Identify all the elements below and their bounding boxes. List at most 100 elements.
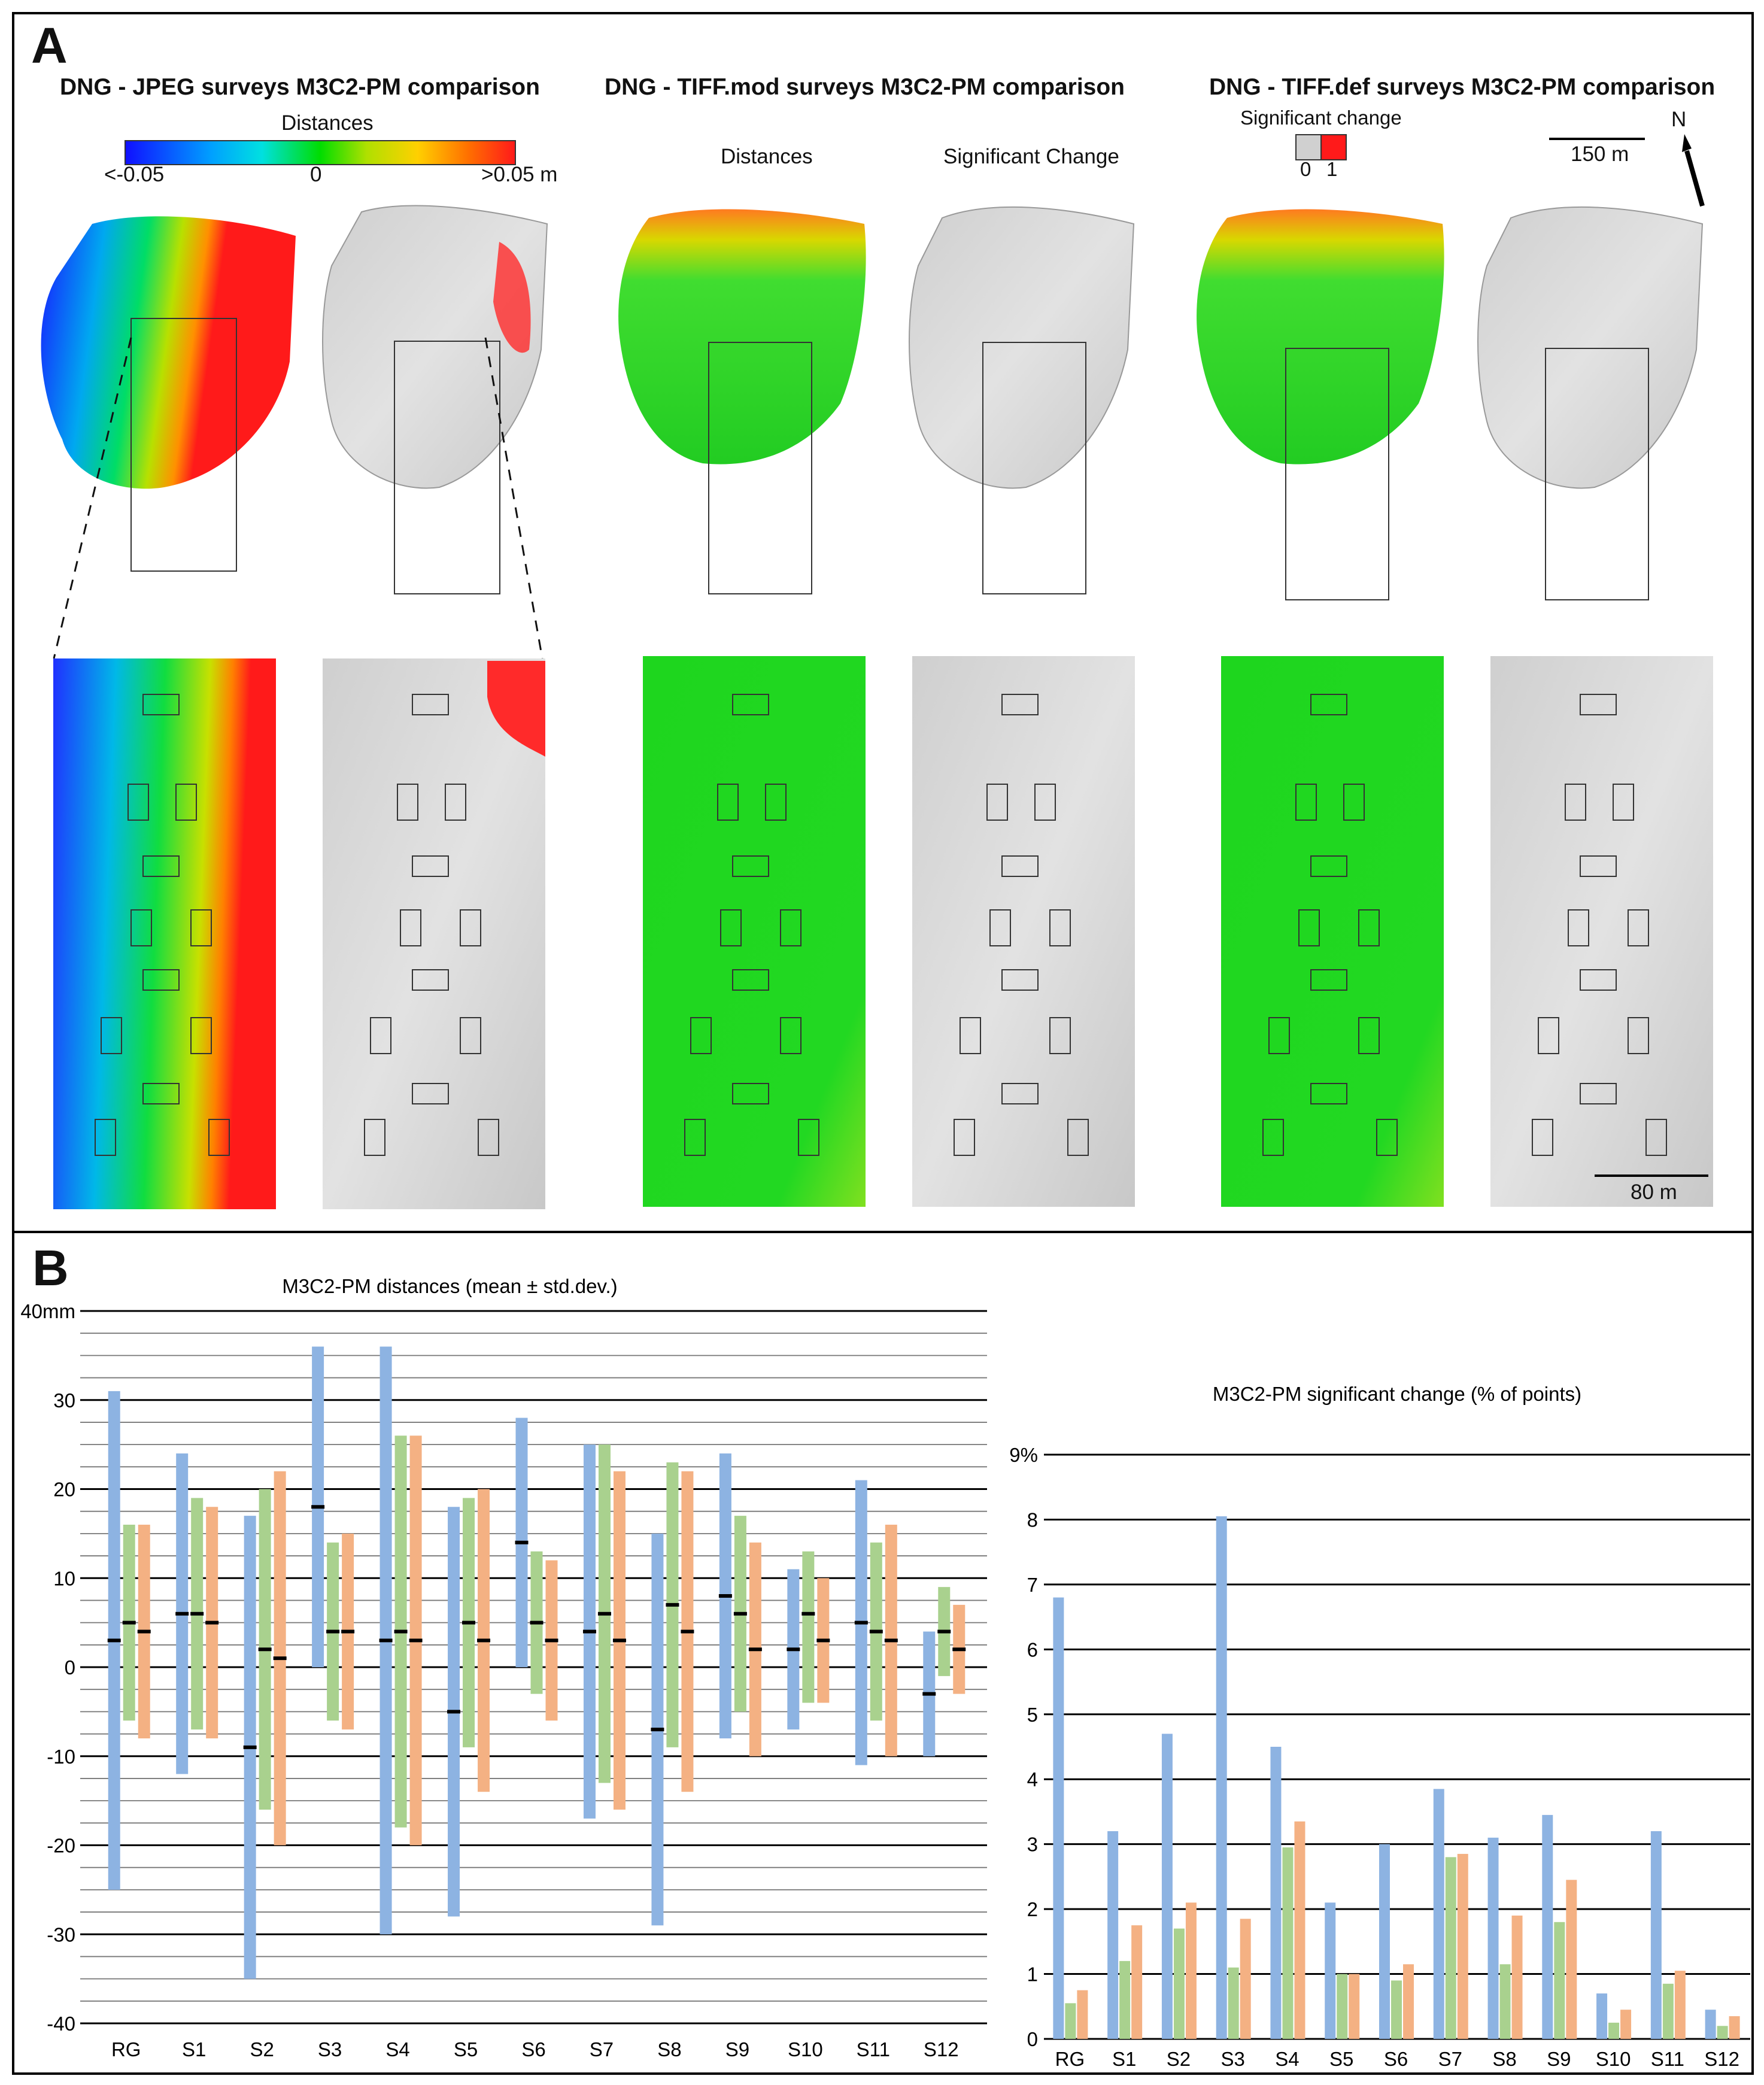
chart1-mean-marker: [258, 1647, 272, 1652]
chart2-bar: [1596, 1993, 1608, 2039]
chart2-bar: [1337, 1974, 1348, 2039]
chart1-mean-marker: [801, 1611, 815, 1616]
chart1-mean-marker: [379, 1638, 393, 1643]
chart2-bar: [1433, 1789, 1444, 2039]
chart2-title: M3C2-PM significant change (% of points): [1213, 1383, 1581, 1405]
chart1-mean-marker: [530, 1620, 544, 1625]
chart1-x-tick-label: S7: [590, 2038, 614, 2060]
sig-legend-zero-label: 0: [1300, 158, 1311, 180]
chart2-y-tick-label: 8: [1027, 1509, 1038, 1531]
zoom-tiffdef-significant: [1490, 656, 1713, 1207]
sig-legend-one-swatch: [1320, 134, 1347, 160]
chart1-mean-marker: [477, 1638, 491, 1643]
chart1-x-tick-label: S11: [857, 2038, 890, 2060]
chart1-bar: [802, 1551, 815, 1703]
chart1-mean-marker: [326, 1629, 340, 1634]
chart1-mean-marker: [854, 1620, 868, 1625]
chart1-y-tick-label: -20: [47, 1835, 75, 1857]
sample-plot-outlines: [95, 694, 1667, 1156]
chart2-bar: [1608, 2022, 1620, 2039]
sig-legend-one-label: 1: [1326, 158, 1338, 180]
chart2-x-tick-label: S7: [1438, 2048, 1462, 2070]
chart2-bar: [1107, 1831, 1119, 2039]
chart1-x-tick-label: S6: [521, 2038, 545, 2060]
zoom-tiffdef-distances: [1221, 656, 1444, 1207]
scale-bar-top: [1549, 138, 1645, 140]
chart1-mean-marker: [681, 1629, 694, 1634]
chart1-mean-marker: [107, 1638, 121, 1643]
chart1-mean-marker: [545, 1638, 558, 1643]
chart1-x-tick-label: S10: [788, 2038, 823, 2060]
sig-legend-title: Significant change: [1240, 107, 1402, 129]
chart1-mean-marker: [816, 1638, 830, 1643]
chart1-mean-marker: [787, 1647, 800, 1652]
chart1-y-tick-label: -30: [47, 1923, 75, 1946]
chart1-mean-marker: [952, 1647, 966, 1652]
chart1-mean-marker: [394, 1629, 408, 1634]
panel-b: B M3C2-PM distances (mean ± std.dev.) -40…: [12, 1231, 1754, 2075]
chart1-mean-marker: [273, 1656, 287, 1661]
colorbar-min-label: <-0.05: [104, 163, 165, 186]
chart1-mean-marker: [190, 1611, 204, 1616]
chart2-bar: [1228, 1967, 1239, 2039]
chart2-bar: [1674, 1971, 1686, 2039]
chart1-mean-marker: [597, 1611, 611, 1616]
chart1-mean-marker: [651, 1728, 664, 1732]
chart2-x-tick-label: S6: [1384, 2048, 1408, 2070]
chart2-x-tick-label: S1: [1112, 2048, 1136, 2070]
chart2-bar: [1499, 1964, 1511, 2039]
chart1-y-tick-label: 10: [53, 1567, 75, 1589]
chart2-bar: [1119, 1960, 1131, 2039]
map-jpeg-distances: [41, 216, 296, 572]
chart1-mean-marker: [341, 1629, 355, 1634]
chart2-bar: [1053, 1597, 1064, 2039]
chart1-title: M3C2-PM distances (mean ± std.dev.): [282, 1275, 617, 1297]
chart2-y-tick-label: 9%: [1009, 1444, 1038, 1466]
chart1-mean-marker: [175, 1611, 189, 1616]
charts-svg: M3C2-PM distances (mean ± std.dev.) -40 -3…: [20, 1275, 1750, 2070]
chart2-bar: [1161, 1734, 1173, 2039]
chart1-y-tick-label: 40mm: [20, 1300, 75, 1322]
chart1-mean-marker: [243, 1745, 257, 1749]
chart1-mean-marker: [515, 1540, 529, 1544]
map-tiffmod-significant: [909, 206, 1135, 594]
chart2-bar: [1077, 1990, 1088, 2039]
chart1-mean-marker: [612, 1638, 626, 1643]
chart1-mean-marker: [733, 1611, 747, 1616]
scale-bar-bottom-label: 80 m: [1631, 1180, 1677, 1204]
chart2-bar: [1379, 1844, 1390, 2039]
title-tiffmod-comparison: DNG - TIFF.mod surveys M3C2-PM compariso…: [605, 74, 1125, 100]
chart1-x-tick-label: S9: [725, 2038, 749, 2060]
chart1-x-tick-label: S4: [385, 2038, 409, 2060]
chart1-mean-marker: [869, 1629, 883, 1634]
chart2-x-tick-label: S11: [1651, 2048, 1684, 2070]
chart2-bar: [1511, 1915, 1523, 2039]
chart2-bar: [1457, 1853, 1468, 2039]
chart2-bar: [1270, 1747, 1282, 2039]
chart1-x-tick-label: S1: [182, 2038, 206, 2060]
chart2-y-tick-label: 4: [1027, 1768, 1038, 1790]
chart2-bar: [1403, 1964, 1414, 2039]
chart2-bar: [1566, 1880, 1577, 2039]
title-tiffdef-comparison: DNG - TIFF.def surveys M3C2-PM compariso…: [1209, 74, 1716, 100]
panel-a-label: A: [31, 17, 68, 74]
zoom-tiffmod-significant: [912, 656, 1135, 1207]
chart1-x-tick-label: S2: [250, 2038, 274, 2060]
chart2-y-tick-label: 1: [1027, 1963, 1038, 1986]
map-tiffdef-distances: [1197, 209, 1444, 600]
chart2-bar: [1717, 2026, 1728, 2039]
chart2-bar: [1185, 1902, 1197, 2039]
chart2-bar: [1349, 1974, 1360, 2039]
chart2-y-tick-label: 2: [1027, 1898, 1038, 1920]
chart1-x-tick-label: S5: [454, 2038, 478, 2060]
chart2-bar: [1620, 2010, 1632, 2039]
chart2-bar: [1554, 1922, 1565, 2039]
map-tiffmod-distances: [618, 209, 866, 594]
panel-b-label: B: [32, 1240, 69, 1296]
chart1-x-tick-label: S3: [318, 2038, 342, 2060]
chart1-mean-marker: [582, 1629, 596, 1634]
chart1-mean-marker: [718, 1594, 732, 1598]
chart2-bar: [1662, 1983, 1674, 2039]
zoom-jpeg-distances: [53, 658, 276, 1209]
chart2-y-tick-label: 7: [1027, 1574, 1038, 1596]
